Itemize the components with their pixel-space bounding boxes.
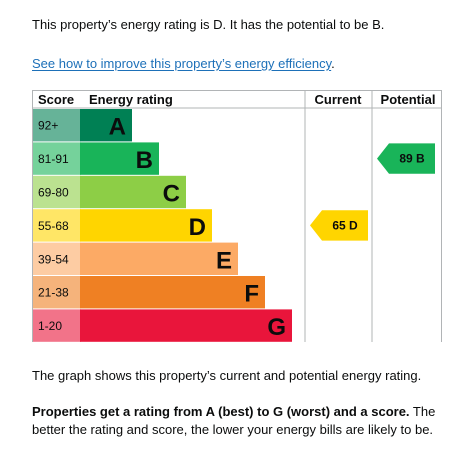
header-energy-rating: Energy rating: [89, 92, 173, 107]
band-bar: [80, 109, 132, 142]
band-score-label: 21-38: [38, 286, 69, 300]
band-bar: [80, 209, 212, 242]
improve-link-period: .: [331, 56, 335, 71]
band-bar: [80, 276, 265, 309]
band-score-cell: [33, 309, 81, 342]
band-bar: [80, 309, 292, 342]
band-score-cell: [33, 175, 81, 209]
band-g: 1-20 G: [33, 309, 292, 342]
band-letter: B: [136, 147, 153, 174]
band-score-label: 81-91: [38, 152, 69, 166]
chart-frame: [32, 90, 442, 342]
band-letter: A: [109, 114, 126, 141]
band-letter: E: [216, 247, 232, 274]
band-a: 92+ A: [33, 109, 132, 142]
band-d: 55-68 D: [33, 209, 212, 242]
current-rating-marker-label: 65 D: [332, 218, 358, 232]
potential-rating-marker-label: 89 B: [399, 152, 425, 166]
chart-grid: [32, 90, 442, 342]
header-score: Score: [38, 92, 74, 107]
band-score-label: 92+: [38, 119, 58, 133]
band-score-label: 55-68: [38, 219, 69, 233]
band-b: 81-91 B: [33, 142, 159, 175]
band-e: 39-54 E: [33, 242, 238, 275]
current-rating-marker: 65 D: [310, 210, 368, 241]
rating-bands: 92+ A 81-91 B 69-80 C 55-68 D 39-54 E 21-38 F 1-20 G: [33, 109, 292, 342]
band-bar: [80, 242, 238, 275]
band-letter: D: [189, 214, 206, 241]
band-letter: C: [163, 181, 180, 208]
band-bar: [80, 142, 159, 175]
rating-markers: 65 D 89 B: [310, 143, 435, 241]
potential-rating-marker-arrow: [377, 143, 435, 174]
current-rating-marker-arrow: [310, 210, 368, 241]
band-score-cell: [33, 209, 81, 242]
rating-explanation-bold: Properties get a rating from A (best) to…: [32, 404, 410, 419]
band-letter: G: [267, 314, 286, 341]
band-bar: [80, 175, 186, 209]
band-score-label: 69-80: [38, 186, 69, 200]
band-score-cell: [33, 276, 81, 309]
rating-explanation: Properties get a rating from A (best) to…: [32, 403, 452, 439]
band-c: 69-80 C: [33, 175, 186, 209]
band-f: 21-38 F: [33, 276, 265, 309]
band-score-label: 1-20: [38, 319, 62, 333]
band-score-cell: [33, 142, 81, 175]
band-score-cell: [33, 109, 81, 142]
band-score-cell: [33, 242, 81, 275]
potential-rating-marker: 89 B: [377, 143, 435, 174]
band-score-label: 39-54: [38, 252, 69, 266]
energy-rating-chart: Score Energy rating Current Potential 92…: [32, 90, 442, 342]
rating-explanation-rest: The better the rating and score, the low…: [32, 404, 436, 437]
improve-link-line: See how to improve this property’s energ…: [32, 56, 335, 71]
graph-note: The graph shows this property’s current …: [32, 368, 422, 383]
header-current: Current: [315, 92, 363, 107]
header-potential: Potential: [381, 92, 436, 107]
band-letter: F: [244, 281, 259, 308]
improve-efficiency-link[interactable]: See how to improve this property’s energ…: [32, 56, 332, 71]
rating-summary: This property’s energy rating is D. It h…: [32, 17, 385, 32]
